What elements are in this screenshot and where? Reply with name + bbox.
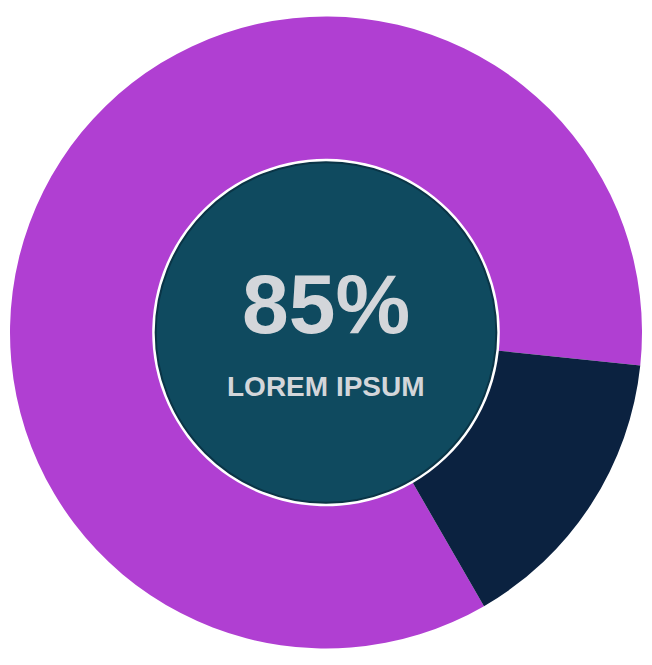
svg-text:85%: 85% [242,257,410,351]
svg-text:LOREM IPSUM: LOREM IPSUM [227,371,425,402]
